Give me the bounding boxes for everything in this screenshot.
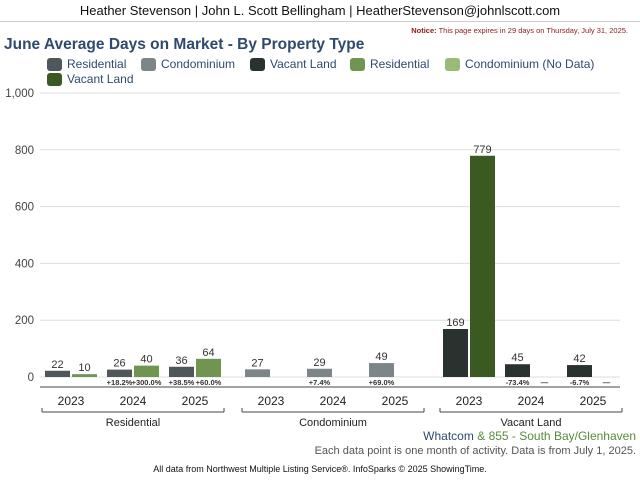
change-label: — xyxy=(603,378,611,387)
chart-title: June Average Days on Market - By Propert… xyxy=(4,36,365,53)
bar-curr xyxy=(470,155,495,377)
bar-chart: 0 200 400 600 800 1,000 22 10 2023 26 40 +18.2% +300… xyxy=(5,88,623,426)
bar-value-label: 40 xyxy=(140,354,152,366)
y-tick-label: 0 xyxy=(28,372,34,384)
bar-prev xyxy=(107,369,132,377)
group-label: Vacant Land xyxy=(501,417,562,426)
change-label: +38.5% xyxy=(169,378,195,387)
change-label: -6.7% xyxy=(570,378,590,387)
legend-label: Residential xyxy=(67,57,127,71)
bar-value-label: 169 xyxy=(446,317,464,329)
legend-swatch xyxy=(47,57,62,71)
y-tick-label: 1,000 xyxy=(5,88,34,100)
bar-curr xyxy=(72,374,97,377)
x-tick-label: 2025 xyxy=(580,394,607,408)
area-subregion: 855 - South Bay/Glenhaven xyxy=(488,429,636,443)
x-tick-label: 2023 xyxy=(58,394,85,408)
change-label: +300.0% xyxy=(132,378,162,387)
x-tick-label: 2024 xyxy=(518,394,545,408)
area-label: Whatcom & 855 - South Bay/Glenhaven xyxy=(423,429,636,443)
bar-value-label: 64 xyxy=(202,347,214,359)
bar-prev xyxy=(443,329,468,377)
legend-swatch xyxy=(47,72,62,86)
x-tick-label: 2023 xyxy=(456,394,483,408)
legend-label: Vacant Land xyxy=(270,57,337,71)
change-label: +60.0% xyxy=(196,378,222,387)
data-source: All data from Northwest Multiple Listing… xyxy=(153,464,487,474)
change-label: -73.4% xyxy=(506,378,530,387)
bar-value-label: 27 xyxy=(251,357,263,369)
bar-prev xyxy=(505,364,530,377)
legend-label: Residential xyxy=(370,57,430,71)
legend-item: Vacant Land xyxy=(250,56,337,72)
area-county: Whatcom xyxy=(423,429,474,443)
legend-swatch xyxy=(141,57,156,71)
change-label: +18.2% xyxy=(107,378,133,387)
bar-prev xyxy=(307,368,332,377)
legend-item: Vacant Land xyxy=(47,71,134,87)
notice-label: Notice: xyxy=(411,26,437,35)
group-label: Residential xyxy=(106,417,160,426)
bar-curr xyxy=(134,365,159,377)
bar-value-label: 779 xyxy=(473,144,491,156)
legend-item: Condominium xyxy=(141,56,235,72)
x-tick-label: 2024 xyxy=(120,394,147,408)
expiry-notice: Notice: This page expires in 29 days on … xyxy=(411,26,628,35)
bar-curr xyxy=(196,358,221,377)
bar-value-label: 36 xyxy=(175,355,187,367)
group-label: Condominium xyxy=(299,417,367,426)
change-label: +69.0% xyxy=(369,378,395,387)
x-tick-label: 2023 xyxy=(258,394,285,408)
legend-item: Residential xyxy=(47,56,126,72)
bar-prev xyxy=(169,366,194,377)
bar-value-label: 45 xyxy=(511,352,523,364)
bar-value-label: 42 xyxy=(573,353,585,365)
change-label: — xyxy=(541,378,549,387)
y-tick-label: 200 xyxy=(15,315,34,327)
bar-prev xyxy=(567,365,592,377)
bar-value-label: 26 xyxy=(113,358,125,370)
legend-label: Vacant Land xyxy=(67,72,134,86)
legend-item: Condominium (No Data) xyxy=(445,56,594,72)
legend-label: Condominium xyxy=(161,57,236,71)
agent-header: Heather Stevenson | John L. Scott Bellin… xyxy=(0,0,640,22)
legend-swatch xyxy=(445,57,460,71)
bar-value-label: 29 xyxy=(313,357,325,369)
bar-value-label: 22 xyxy=(51,359,63,371)
legend-item: Residential xyxy=(350,56,429,72)
x-tick-label: 2024 xyxy=(320,394,347,408)
legend-swatch xyxy=(250,57,265,71)
agent-info-text: Heather Stevenson | John L. Scott Bellin… xyxy=(79,3,561,18)
x-tick-label: 2025 xyxy=(382,394,409,408)
bar-prev xyxy=(45,370,70,377)
y-tick-label: 800 xyxy=(15,145,34,157)
y-tick-label: 400 xyxy=(15,258,34,270)
data-note: Each data point is one month of activity… xyxy=(314,445,636,457)
area-ampersand: & xyxy=(477,429,486,443)
bar-value-label: 49 xyxy=(375,351,387,363)
x-tick-label: 2025 xyxy=(182,394,209,408)
legend-swatch xyxy=(350,57,365,71)
bar-value-label: 10 xyxy=(78,362,90,374)
legend-label: Condominium (No Data) xyxy=(465,57,595,71)
notice-text: This page expires in 29 days on Thursday… xyxy=(438,26,628,35)
y-tick-label: 600 xyxy=(15,202,34,214)
bar-prev xyxy=(245,369,270,377)
bar-prev xyxy=(369,363,394,377)
change-label: +7.4% xyxy=(309,378,331,387)
